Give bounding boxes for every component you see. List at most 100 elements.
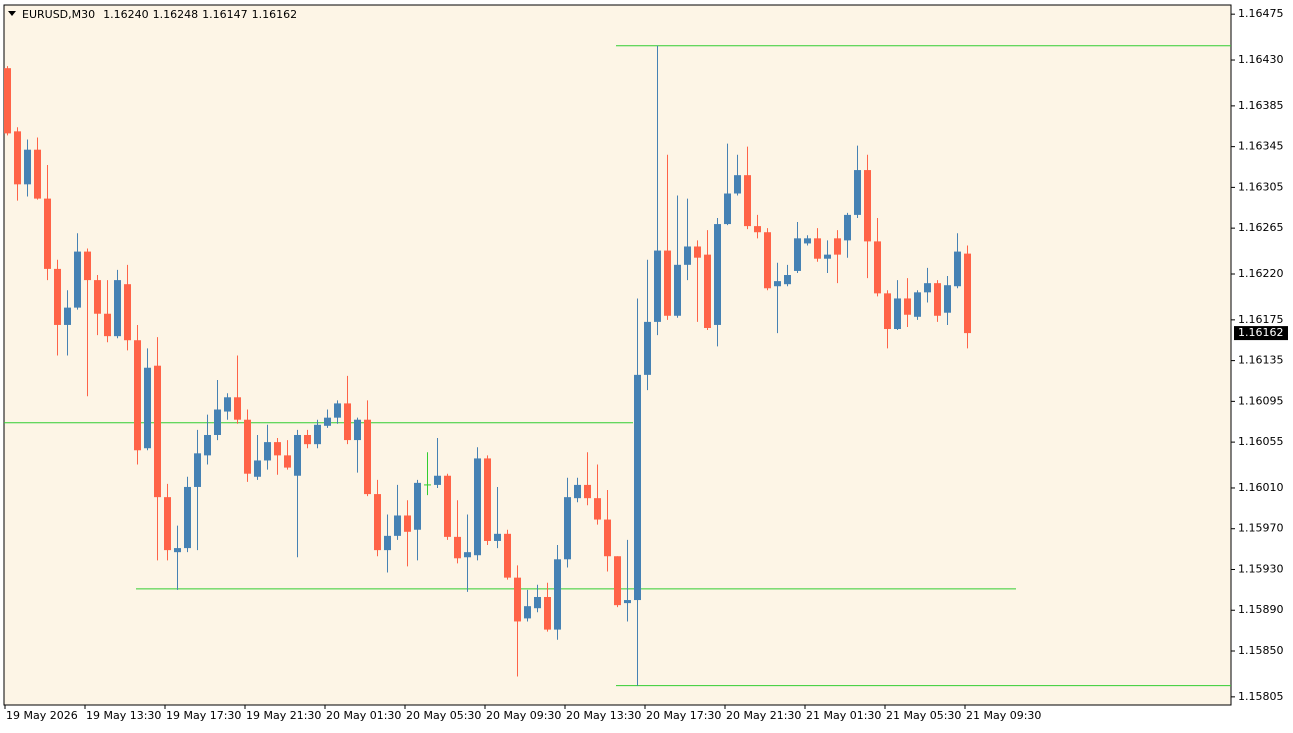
candle-body: [704, 254, 711, 328]
candle-body: [534, 596, 541, 609]
candle-body: [554, 559, 561, 630]
y-tick-label: 1.16095: [1238, 394, 1284, 407]
candle-body: [724, 193, 731, 225]
candle-body: [474, 458, 481, 556]
candle-body: [894, 298, 901, 330]
candle-body: [914, 292, 921, 317]
candle-body: [384, 535, 391, 551]
candle-body: [234, 397, 241, 420]
candle-body: [814, 238, 821, 259]
candle-body: [674, 264, 681, 316]
candle-body: [844, 214, 851, 241]
y-tick-label: 1.16305: [1238, 180, 1284, 193]
candle-body: [164, 497, 171, 551]
candle-body: [954, 251, 961, 287]
candle-body: [104, 313, 111, 337]
candle-body: [264, 442, 271, 461]
candle-body: [124, 284, 131, 341]
candle-body: [624, 600, 631, 604]
candle-body: [584, 484, 591, 499]
x-tick-label: 20 May 05:30: [406, 709, 481, 722]
candle-body: [504, 533, 511, 578]
x-tick-label: 19 May 21:30: [246, 709, 321, 722]
x-tick-label: 21 May 01:30: [806, 709, 881, 722]
candle-body: [4, 68, 11, 134]
candle-body: [194, 453, 201, 487]
candle-body: [794, 238, 801, 271]
candle-body: [174, 548, 181, 553]
candle-body: [714, 224, 721, 325]
candle-body: [44, 198, 51, 269]
candle-body: [394, 515, 401, 536]
candle-body: [54, 268, 61, 325]
candle-body: [414, 482, 421, 530]
candle-body: [494, 533, 501, 541]
y-tick-label: 1.16010: [1238, 481, 1284, 494]
candle-body: [574, 484, 581, 499]
x-tick-label: 19 May 17:30: [166, 709, 241, 722]
candle-body: [454, 536, 461, 559]
candle-body: [14, 131, 21, 185]
candle-body: [144, 367, 151, 449]
candle-body: [604, 519, 611, 557]
y-tick-label: 1.15850: [1238, 644, 1284, 657]
chart-header: EURUSD,M30 1.16240 1.16248 1.16147 1.16162: [22, 8, 297, 21]
candle-body: [564, 497, 571, 560]
candle-body: [544, 596, 551, 630]
candle-body: [864, 170, 871, 242]
candle-body: [764, 232, 771, 289]
menu-arrow[interactable]: [8, 11, 16, 16]
candle-body: [834, 238, 841, 255]
candle-body: [934, 283, 941, 316]
x-tick-label: 19 May 13:30: [86, 709, 161, 722]
candle-body: [884, 293, 891, 330]
candle-body: [364, 419, 371, 495]
candle-body: [324, 417, 331, 426]
candle-body: [464, 552, 471, 558]
y-tick-label: 1.16175: [1238, 313, 1284, 326]
candle-body: [284, 455, 291, 468]
candle-body: [444, 475, 451, 537]
candle-body: [754, 226, 761, 233]
candle-body: [224, 397, 231, 412]
candle-body: [344, 403, 351, 441]
candle-body: [734, 175, 741, 194]
candle-body: [824, 254, 831, 259]
candle-body: [154, 365, 161, 498]
x-tick-label: 20 May 21:30: [726, 709, 801, 722]
candle-body: [964, 253, 971, 334]
y-tick-label: 1.16265: [1238, 221, 1284, 234]
candle-body: [304, 434, 311, 445]
candle-body: [334, 403, 341, 418]
candle-body: [774, 281, 781, 287]
y-tick-label: 1.16385: [1238, 99, 1284, 112]
x-tick-label: 20 May 13:30: [566, 709, 641, 722]
y-tick-label: 1.15930: [1238, 562, 1284, 575]
last-price-label: 1.16162: [1238, 326, 1284, 339]
candle-body: [94, 280, 101, 314]
candle-body: [874, 241, 881, 294]
candle-body: [314, 424, 321, 445]
y-tick-label: 1.16055: [1238, 435, 1284, 448]
y-tick-label: 1.16345: [1238, 140, 1284, 153]
x-tick-label: 20 May 17:30: [646, 709, 721, 722]
candle-body: [784, 275, 791, 285]
candle-body: [254, 460, 261, 477]
candle-body: [854, 170, 861, 215]
x-tick-label: 19 May 2026: [6, 709, 78, 722]
header-high: 1.16248: [153, 8, 199, 21]
candle-body: [904, 298, 911, 315]
candle-body: [134, 340, 141, 451]
y-tick-label: 1.15890: [1238, 603, 1284, 616]
candle-body: [34, 149, 41, 199]
candle-body: [524, 606, 531, 619]
candle-body: [924, 283, 931, 293]
candle-body: [204, 434, 211, 456]
x-tick-label: 20 May 01:30: [326, 709, 401, 722]
symbol: EURUSD,M30: [22, 8, 95, 21]
y-tick-label: 1.15970: [1238, 522, 1284, 535]
y-tick-label: 1.16430: [1238, 53, 1284, 66]
x-tick-label: 21 May 09:30: [966, 709, 1041, 722]
candle-body: [244, 419, 251, 474]
